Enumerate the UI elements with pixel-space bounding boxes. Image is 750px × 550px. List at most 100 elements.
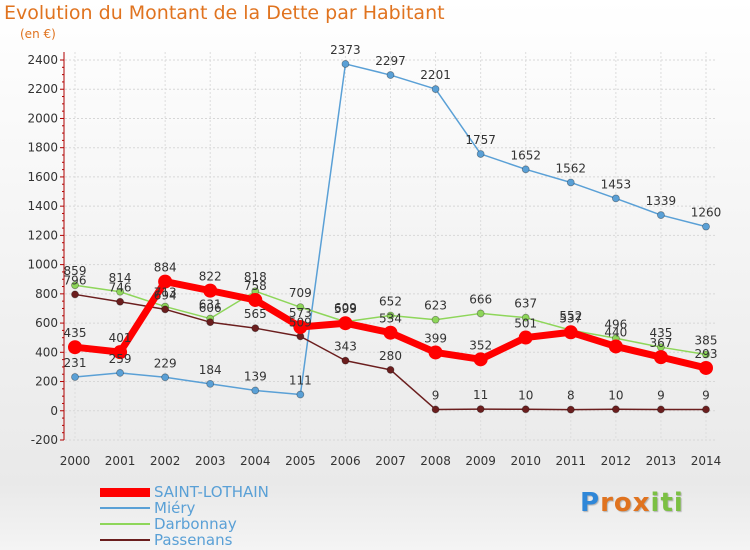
brand-letter: r — [600, 488, 614, 518]
data-label: 534 — [379, 312, 402, 326]
data-label: 184 — [199, 363, 222, 377]
data-label: 609 — [334, 301, 357, 315]
data-label: 859 — [64, 264, 87, 278]
brand-letter: o — [613, 488, 633, 518]
data-label: 10 — [608, 388, 623, 402]
data-point — [566, 178, 575, 187]
legend-label: Passenans — [154, 531, 233, 549]
data-label: 1757 — [465, 133, 496, 147]
data-label: 818 — [244, 270, 267, 284]
data-point — [566, 405, 575, 414]
data-point — [206, 318, 215, 327]
x-tick-label: 2002 — [150, 454, 181, 468]
data-point — [699, 360, 713, 375]
y-tick-label: 200 — [35, 375, 58, 389]
x-tick-label: 2009 — [465, 454, 496, 468]
data-point — [161, 305, 170, 314]
data-label: 111 — [289, 374, 312, 388]
legend-label: Miéry — [154, 499, 196, 517]
data-point — [116, 369, 124, 377]
data-label: 822 — [199, 270, 222, 284]
x-tick-label: 2014 — [691, 454, 722, 468]
grid — [65, 52, 716, 441]
legend-item: Miéry — [100, 500, 269, 516]
data-labels: 435 401 884 822 758 573 599 534 399 352 501 537 440 3… — [64, 43, 722, 403]
y-tick-label: 1400 — [27, 199, 58, 213]
data-point — [476, 150, 485, 158]
data-point — [206, 379, 215, 388]
data-label: 694 — [154, 288, 177, 302]
data-label: 666 — [469, 292, 492, 306]
data-point — [341, 356, 350, 365]
x-tick-label: 2013 — [646, 454, 677, 468]
x-tick-label: 2010 — [510, 454, 541, 468]
data-label: 440 — [604, 325, 627, 339]
data-label: 537 — [559, 311, 582, 325]
data-label: 637 — [514, 297, 537, 311]
data-point — [203, 283, 218, 298]
data-point — [386, 365, 395, 374]
data-label: 573 — [289, 306, 312, 320]
data-label: 10 — [518, 388, 533, 402]
data-point — [248, 292, 263, 307]
series-saint-lothain — [68, 274, 713, 375]
y-tick-label: 2000 — [27, 111, 58, 125]
data-point — [431, 85, 440, 93]
axes: -200 0 200 400 600 800 1000 1200 1400 1600 1800 200… — [27, 52, 721, 468]
data-label: 1652 — [510, 148, 541, 162]
y-tick-label: -200 — [31, 433, 58, 447]
x-tick-label: 2008 — [420, 454, 451, 468]
x-tick-label: 2003 — [195, 454, 226, 468]
brand-letter: x — [632, 488, 651, 518]
data-label: 1562 — [556, 161, 587, 175]
data-label: 758 — [244, 279, 267, 293]
data-label: 606 — [199, 301, 222, 315]
y-tick-label: 2200 — [27, 82, 58, 96]
data-label: 367 — [649, 336, 672, 350]
data-label: 9 — [657, 388, 665, 402]
legend-swatch — [100, 507, 150, 509]
data-point — [68, 340, 82, 355]
data-label: 565 — [244, 307, 267, 321]
brand-letter: P — [580, 488, 601, 518]
data-label: 496 — [604, 317, 627, 331]
data-point — [611, 405, 620, 414]
series — [68, 60, 713, 414]
data-point — [521, 313, 530, 322]
data-label: 709 — [289, 286, 312, 300]
data-label: 814 — [109, 271, 132, 285]
data-label: 435 — [64, 326, 87, 340]
data-label: 713 — [154, 286, 177, 300]
data-point — [518, 330, 533, 345]
data-point — [383, 325, 398, 340]
data-label: 2297 — [375, 54, 406, 68]
data-point — [116, 297, 124, 306]
data-label: 2201 — [420, 68, 451, 82]
data-point — [116, 287, 124, 296]
data-point — [702, 405, 710, 414]
data-point — [158, 274, 173, 289]
brand-letter: i — [673, 488, 684, 518]
data-label: 293 — [695, 347, 718, 361]
brand-letter: t — [660, 488, 674, 518]
data-point — [431, 405, 440, 414]
data-label: 9 — [432, 388, 440, 402]
x-tick-label: 2006 — [330, 454, 361, 468]
data-label: 501 — [514, 317, 537, 331]
data-label: 259 — [109, 352, 132, 366]
data-point — [521, 165, 530, 174]
data-label: 231 — [64, 356, 87, 370]
x-tick-label: 2012 — [601, 454, 632, 468]
data-point — [653, 350, 668, 365]
data-point — [428, 345, 443, 360]
data-label: 2373 — [330, 43, 361, 57]
data-point — [431, 315, 440, 324]
data-point — [386, 311, 395, 320]
legend-label: SAINT-LOTHAIN — [154, 483, 269, 501]
data-point — [657, 405, 665, 414]
y-tick-label: 400 — [35, 345, 58, 359]
data-label: 631 — [199, 298, 222, 312]
brand-logo: Proxiti — [580, 488, 684, 518]
data-point — [161, 373, 170, 382]
